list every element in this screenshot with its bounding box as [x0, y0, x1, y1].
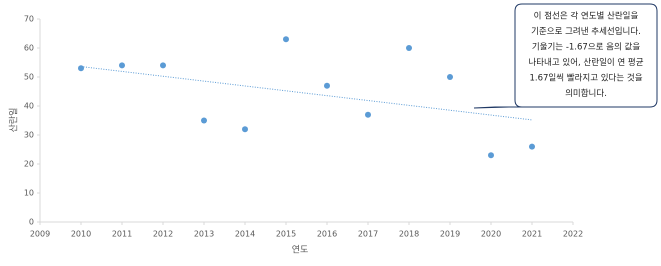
y-tick-label: 70	[24, 15, 34, 24]
y-tick-label: 10	[24, 189, 34, 198]
x-tick-label: 2015	[276, 230, 296, 239]
annotation-line: 의미합니다.	[565, 88, 607, 99]
x-tick-label: 2009	[30, 230, 50, 239]
annotation-line: 1.67일씩 빨라지고 있다는 것을	[529, 73, 642, 84]
x-tick-label: 2010	[71, 230, 91, 239]
x-tick-label: 2022	[563, 230, 583, 239]
x-tick-label: 2018	[399, 230, 419, 239]
y-tick-label: 20	[24, 160, 34, 169]
x-tick-label: 2020	[481, 230, 501, 239]
y-tick-label: 40	[24, 102, 34, 111]
point	[119, 62, 125, 69]
x-tick-label: 2017	[358, 230, 378, 239]
y-tick-label: 50	[24, 73, 34, 82]
annotation-line: 기준으로 그려낸 추세선입니다.	[531, 26, 641, 37]
x-tick-label: 2012	[153, 230, 173, 239]
x-tick-label: 2021	[522, 230, 542, 239]
x-tick-label: 2016	[317, 230, 337, 239]
point	[201, 117, 207, 124]
y-tick-label: 60	[24, 44, 34, 53]
y-axis-label: 산란일	[8, 108, 20, 133]
x-tick-label: 2011	[112, 230, 132, 239]
point	[406, 45, 412, 51]
x-tick-label: 2013	[194, 230, 214, 239]
point	[365, 111, 371, 118]
y-tick-label: 0	[29, 218, 34, 227]
point	[324, 82, 330, 89]
annotation-line: 이 점선은 각 연도별 산란일을	[534, 11, 639, 22]
point	[488, 152, 494, 159]
x-tick-label: 2014	[235, 230, 255, 239]
y-tick-label: 30	[24, 131, 34, 140]
point	[242, 126, 248, 133]
point	[78, 65, 84, 72]
x-tick-label: 2019	[440, 230, 460, 239]
point	[283, 36, 289, 43]
point	[447, 74, 453, 80]
callout	[473, 3, 658, 109]
annotation-line: 기울기는 -1.67으로 음의 값을	[532, 42, 640, 53]
annotation-line: 나타내고 있어, 산란일이 연 평균	[528, 57, 643, 68]
point	[529, 143, 535, 150]
x-axis-label: 연도	[292, 245, 309, 256]
point	[160, 62, 166, 69]
trendline	[80, 66, 533, 121]
